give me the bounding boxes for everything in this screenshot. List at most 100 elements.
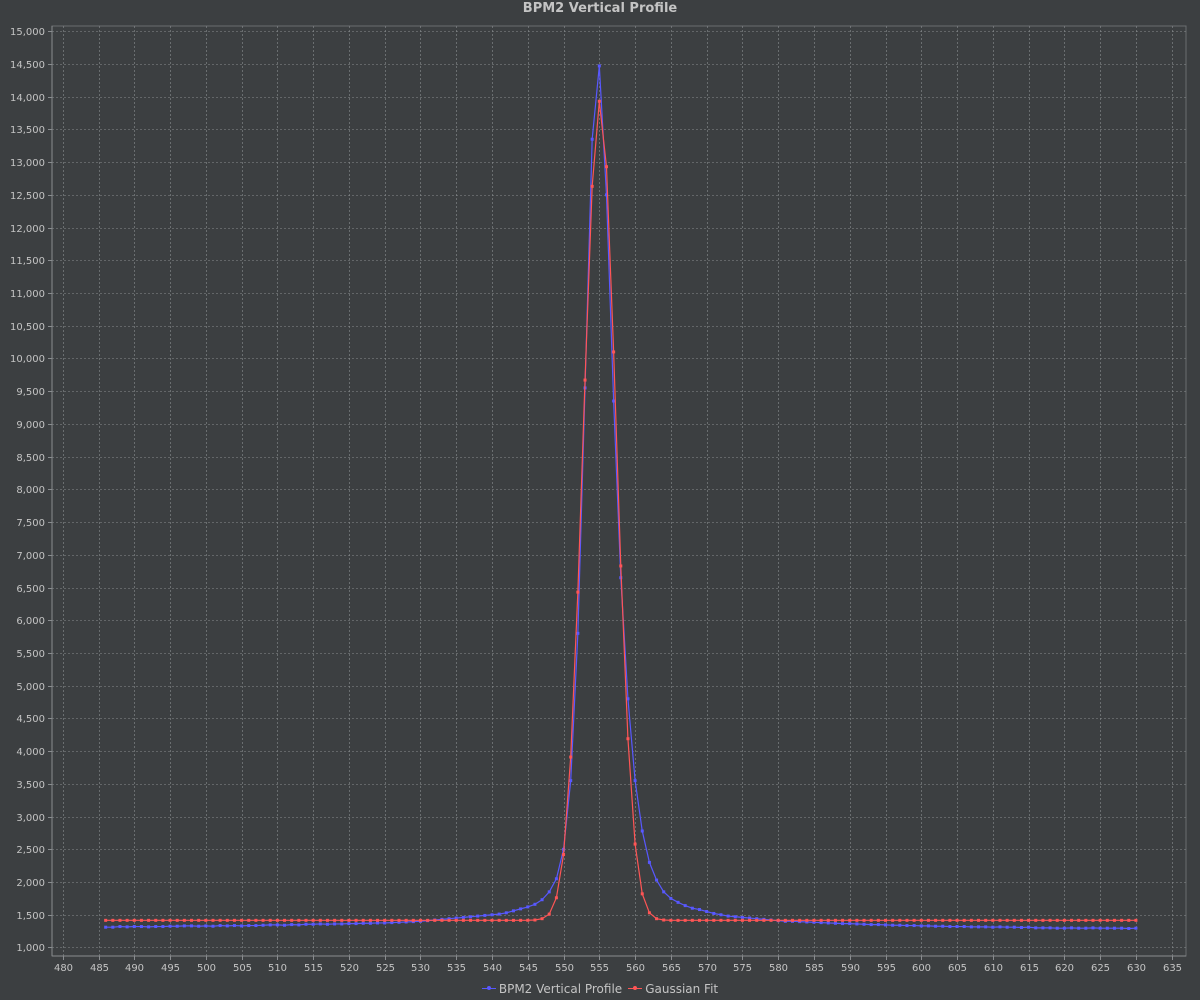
data-point-gaussian-fit (669, 918, 673, 922)
data-point-gaussian-fit (769, 918, 773, 922)
y-tick-label: 11,500 (10, 256, 45, 267)
data-point-bpm2 (733, 915, 737, 919)
data-point-gaussian-fit (426, 918, 430, 922)
data-point-bpm2 (526, 905, 530, 909)
data-point-gaussian-fit (139, 918, 143, 922)
data-point-gaussian-fit (275, 918, 279, 922)
y-tick-label: 8,000 (16, 485, 45, 496)
data-point-gaussian-fit (297, 918, 301, 922)
data-point-bpm2 (483, 913, 487, 917)
data-point-gaussian-fit (991, 918, 995, 922)
data-point-bpm2 (662, 890, 666, 894)
data-point-gaussian-fit (1027, 918, 1031, 922)
data-point-bpm2 (404, 920, 408, 924)
data-point-bpm2 (361, 921, 365, 925)
data-point-bpm2 (383, 921, 387, 925)
data-point-gaussian-fit (984, 918, 988, 922)
data-point-bpm2 (984, 925, 988, 929)
data-point-gaussian-fit (218, 918, 222, 922)
data-point-gaussian-fit (748, 918, 752, 922)
data-point-bpm2 (333, 922, 337, 926)
data-point-bpm2 (111, 925, 115, 929)
x-tick-label: 485 (90, 963, 109, 974)
data-point-gaussian-fit (926, 918, 930, 922)
x-tick-label: 550 (555, 963, 574, 974)
data-point-bpm2 (325, 922, 329, 926)
x-tick-label: 595 (877, 963, 896, 974)
x-tick-label: 545 (519, 963, 538, 974)
data-point-bpm2 (204, 924, 208, 928)
data-point-bpm2 (891, 923, 895, 927)
data-point-gaussian-fit (662, 918, 666, 922)
data-point-gaussian-fit (583, 378, 587, 382)
data-point-gaussian-fit (612, 350, 616, 354)
y-tick-label: 7,000 (16, 551, 45, 562)
data-point-gaussian-fit (1055, 918, 1059, 922)
data-point-gaussian-fit (132, 918, 136, 922)
data-point-gaussian-fit (697, 918, 701, 922)
data-point-gaussian-fit (705, 918, 709, 922)
data-point-gaussian-fit (562, 853, 566, 857)
data-point-gaussian-fit (340, 918, 344, 922)
data-point-gaussian-fit (941, 918, 945, 922)
data-point-bpm2 (876, 923, 880, 927)
data-point-gaussian-fit (318, 918, 322, 922)
data-point-bpm2 (998, 925, 1002, 929)
data-point-gaussian-fit (476, 918, 480, 922)
data-point-gaussian-fit (411, 918, 415, 922)
data-point-gaussian-fit (1019, 918, 1023, 922)
data-point-bpm2 (1134, 926, 1138, 930)
data-point-gaussian-fit (819, 918, 823, 922)
y-tick-label: 1,500 (16, 911, 45, 922)
data-point-gaussian-fit (533, 918, 537, 922)
data-point-bpm2 (655, 878, 659, 882)
data-point-bpm2 (511, 909, 515, 913)
data-point-gaussian-fit (283, 918, 287, 922)
plot-area (51, 25, 1187, 957)
y-tick-label: 9,500 (16, 387, 45, 398)
data-point-gaussian-fit (204, 918, 208, 922)
data-point-gaussian-fit (1005, 918, 1009, 922)
data-point-gaussian-fit (232, 918, 236, 922)
data-point-gaussian-fit (511, 918, 515, 922)
data-point-bpm2 (447, 917, 451, 921)
data-point-bpm2 (547, 890, 551, 894)
data-point-bpm2 (1105, 926, 1109, 930)
data-point-bpm2 (118, 925, 122, 929)
y-tick-label: 14,500 (10, 60, 45, 71)
data-point-bpm2 (683, 904, 687, 908)
y-tick-label: 8,500 (16, 453, 45, 464)
data-point-gaussian-fit (104, 918, 108, 922)
data-point-gaussian-fit (569, 755, 573, 759)
data-point-gaussian-fit (519, 918, 523, 922)
data-point-gaussian-fit (390, 918, 394, 922)
data-point-gaussian-fit (783, 918, 787, 922)
data-point-bpm2 (454, 916, 458, 920)
data-point-bpm2 (147, 925, 151, 929)
data-point-bpm2 (1055, 926, 1059, 930)
data-point-bpm2 (705, 910, 709, 913)
data-point-gaussian-fit (776, 918, 780, 922)
data-point-bpm2 (354, 922, 358, 926)
data-point-bpm2 (1027, 925, 1031, 929)
data-point-bpm2 (104, 925, 108, 929)
y-tick-label: 7,500 (16, 518, 45, 529)
data-point-bpm2 (969, 925, 973, 929)
data-point-bpm2 (805, 920, 809, 924)
data-point-bpm2 (533, 902, 537, 906)
y-tick-label: 10,000 (10, 354, 45, 365)
data-point-gaussian-fit (640, 892, 644, 896)
data-point-gaussian-fit (719, 918, 723, 922)
x-tick-label: 500 (197, 963, 216, 974)
data-point-gaussian-fit (798, 918, 802, 922)
data-point-bpm2 (690, 906, 694, 910)
data-point-gaussian-fit (755, 918, 759, 922)
data-point-gaussian-fit (683, 918, 687, 922)
data-point-gaussian-fit (197, 918, 201, 922)
data-point-bpm2 (676, 900, 680, 904)
data-point-gaussian-fit (1112, 918, 1116, 922)
data-point-gaussian-fit (111, 918, 115, 922)
x-tick-label: 575 (733, 963, 752, 974)
data-point-gaussian-fit (969, 918, 973, 922)
data-point-gaussian-fit (268, 918, 272, 922)
